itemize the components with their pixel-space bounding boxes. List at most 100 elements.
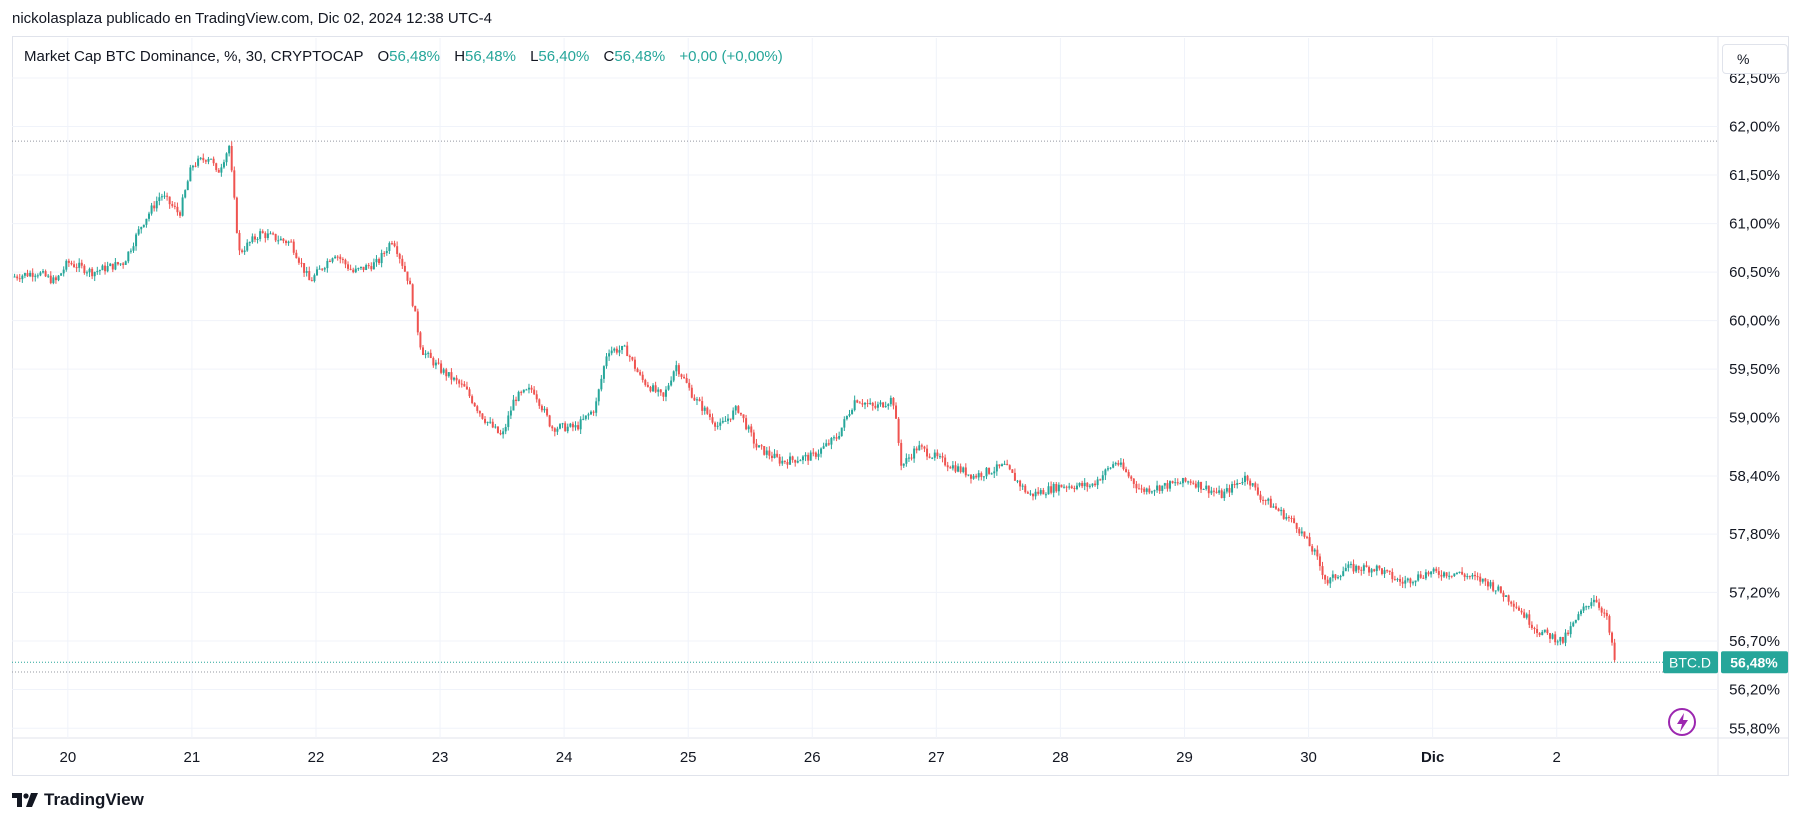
- candle-body: [845, 415, 848, 420]
- candle-body: [874, 405, 877, 408]
- candle: [1360, 566, 1363, 576]
- candle: [799, 459, 802, 462]
- candle-body: [1554, 634, 1557, 643]
- candle-body: [778, 456, 781, 464]
- candle: [1417, 571, 1420, 582]
- candle-body: [1326, 579, 1329, 584]
- candle: [804, 452, 807, 462]
- candle: [383, 251, 386, 257]
- candle: [321, 268, 324, 272]
- candle-body: [646, 384, 649, 387]
- candle-body: [1564, 632, 1567, 643]
- candle-body: [1088, 485, 1091, 487]
- candle: [181, 194, 184, 217]
- candle: [225, 152, 228, 166]
- candle-body: [1324, 575, 1327, 580]
- candle-body: [1582, 606, 1585, 611]
- candle-body: [892, 397, 895, 406]
- candle: [496, 426, 499, 434]
- candle: [610, 346, 613, 356]
- candle: [652, 383, 655, 393]
- x-tick-label: 27: [928, 749, 945, 766]
- candle: [941, 452, 944, 463]
- candle-body: [657, 389, 660, 392]
- tradingview-logo[interactable]: TradingView: [12, 790, 144, 810]
- candle-body: [98, 270, 101, 272]
- candle: [876, 401, 879, 412]
- candle: [308, 266, 311, 281]
- candle: [1546, 627, 1549, 635]
- candle-body: [189, 167, 192, 182]
- candle: [1303, 531, 1306, 539]
- candle: [147, 211, 150, 222]
- candle-body: [1091, 483, 1094, 486]
- candle: [499, 429, 502, 436]
- candle: [228, 144, 231, 157]
- candle-body: [1486, 581, 1489, 587]
- candle-series: [13, 141, 1616, 663]
- candle-body: [796, 461, 799, 463]
- candle: [520, 390, 523, 396]
- candle: [739, 412, 742, 417]
- candle-body: [1360, 569, 1363, 571]
- grid-lines: [12, 36, 1789, 776]
- candle-body: [173, 205, 176, 207]
- candle-body: [266, 233, 269, 239]
- candle-body: [1453, 573, 1456, 577]
- candle-body: [1468, 576, 1471, 578]
- candle: [887, 403, 890, 410]
- candle-body: [166, 195, 169, 197]
- candle-body: [1223, 491, 1226, 499]
- candle: [1551, 632, 1554, 640]
- candle-body: [1574, 619, 1577, 623]
- candle: [1218, 485, 1221, 495]
- candle-body: [773, 453, 776, 459]
- candle-body: [468, 389, 471, 397]
- candle: [434, 359, 437, 370]
- tradingview-brand: TradingView: [44, 790, 144, 809]
- chart-legend: Market Cap BTC Dominance, %, 30, CRYPTOC…: [24, 48, 783, 65]
- candle-body: [142, 224, 145, 227]
- candle: [848, 409, 851, 418]
- candle-body: [1551, 634, 1554, 639]
- candle: [538, 398, 541, 409]
- candle-body: [522, 389, 525, 393]
- candle: [923, 445, 926, 453]
- candle-body: [455, 377, 458, 381]
- candle-body: [295, 252, 298, 259]
- candle: [1368, 565, 1371, 576]
- candle-body: [936, 452, 939, 457]
- candle: [657, 387, 660, 397]
- candle: [85, 270, 88, 277]
- candle-body: [613, 348, 616, 351]
- candle: [729, 418, 732, 423]
- y-tick-label: 58,40%: [1729, 468, 1780, 485]
- candle: [675, 360, 678, 376]
- legend-low-value: 56,40%: [538, 48, 590, 65]
- candle-body: [835, 437, 838, 439]
- candle: [300, 258, 303, 268]
- candle-body: [127, 251, 130, 262]
- candle-body: [558, 424, 561, 429]
- candle: [1324, 574, 1327, 584]
- legend-symbol[interactable]: Market Cap BTC Dominance, %, 30, CRYPTOC…: [24, 48, 364, 65]
- candle: [1205, 480, 1208, 491]
- tradingview-logo-icon: [12, 793, 38, 807]
- candle: [1419, 570, 1422, 579]
- candle-body: [1497, 586, 1500, 591]
- candle: [817, 449, 820, 461]
- candle-body: [623, 345, 626, 347]
- lightning-icon[interactable]: [1668, 708, 1696, 736]
- candle: [794, 459, 797, 467]
- candle-body: [592, 411, 595, 413]
- candle-body: [998, 464, 1001, 467]
- candle-body: [928, 456, 931, 458]
- scale-mode-button[interactable]: %: [1722, 44, 1788, 74]
- candle: [179, 210, 182, 219]
- candle: [235, 196, 238, 234]
- candle: [590, 410, 593, 416]
- legend-low-label: L: [530, 48, 539, 65]
- candle-body: [1042, 490, 1045, 495]
- candle: [587, 412, 590, 420]
